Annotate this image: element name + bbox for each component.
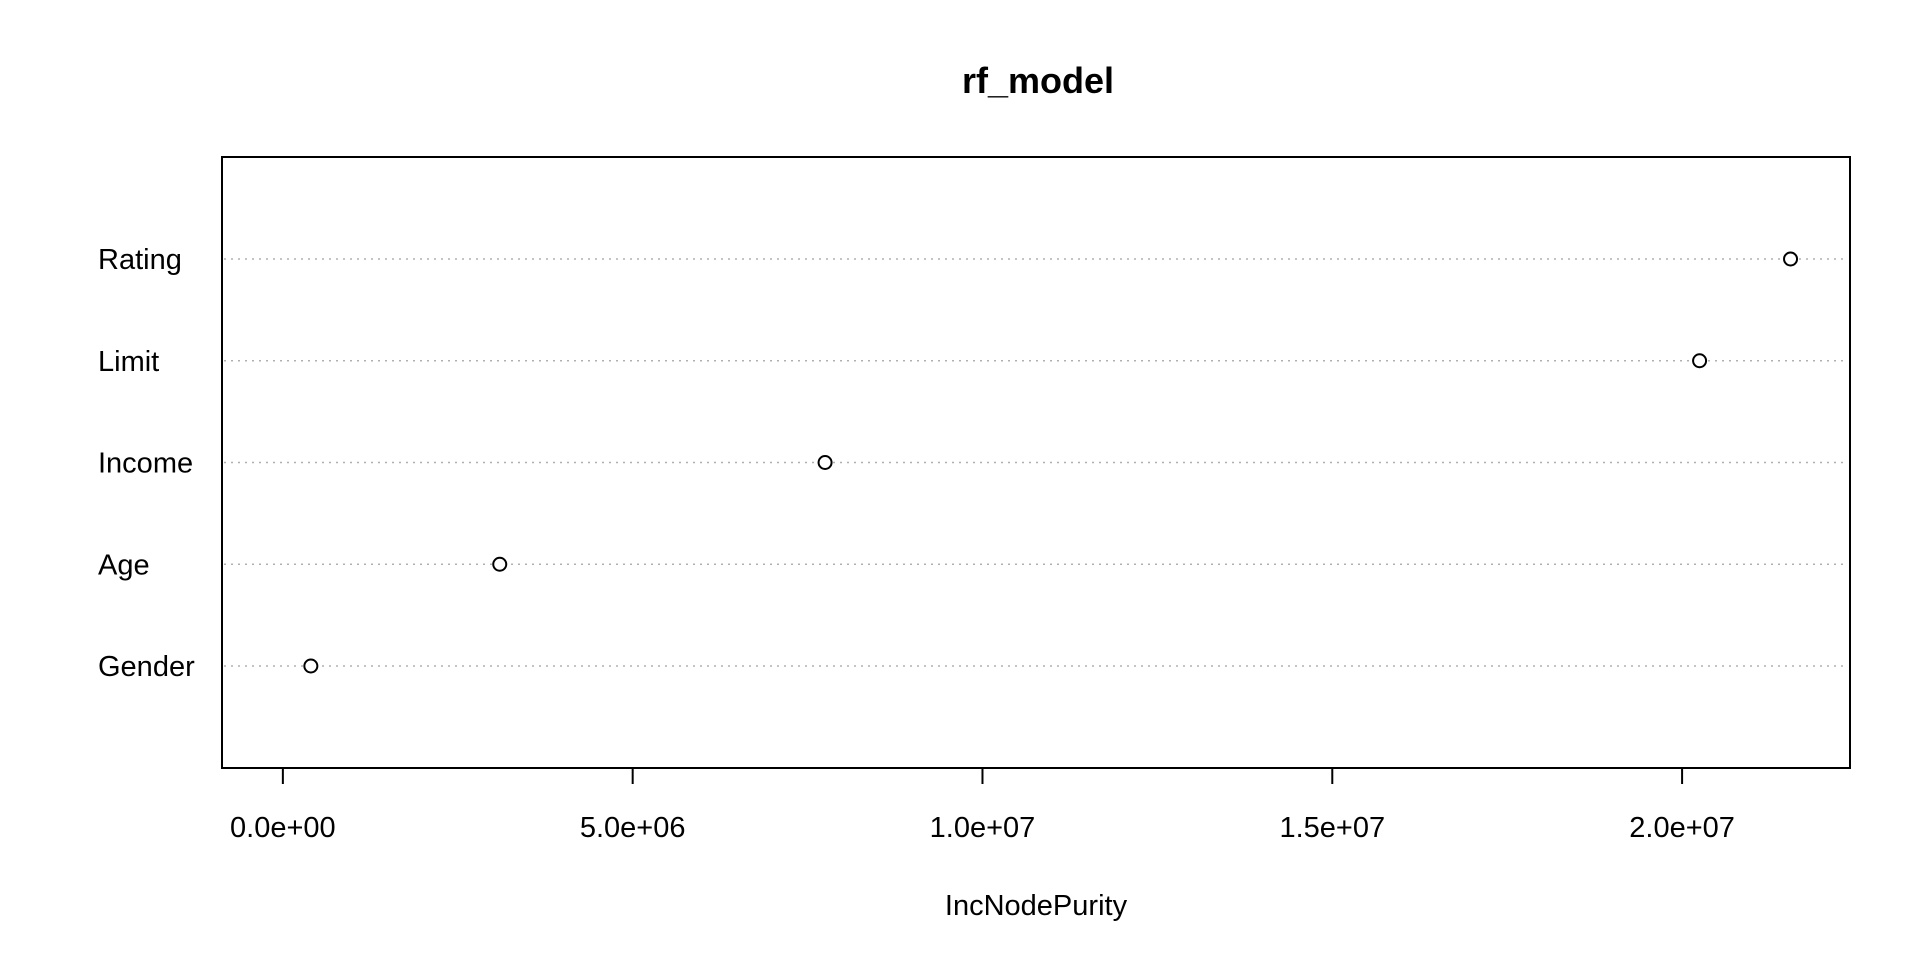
data-point-limit <box>1692 353 1708 369</box>
x-tick-label: 2.0e+07 <box>1629 812 1735 844</box>
data-point-income <box>817 455 833 470</box>
guide-lines <box>224 258 1848 667</box>
x-tick-label: 0.0e+00 <box>230 812 336 844</box>
x-tick-label: 1.5e+07 <box>1279 812 1385 844</box>
category-label-rating: Rating <box>98 244 182 276</box>
data-points <box>303 251 1799 674</box>
data-point-rating <box>1783 251 1799 267</box>
chart-title: rf_model <box>962 60 1114 101</box>
x-axis: 0.0e+00 5.0e+06 1.0e+07 1.5e+07 2.0e+07 <box>230 767 1735 844</box>
data-point-gender <box>303 658 319 674</box>
x-tick-label: 1.0e+07 <box>930 812 1036 844</box>
category-label-gender: Gender <box>98 651 195 683</box>
category-labels: Gender Age Income Limit Rating <box>98 244 195 683</box>
data-point-age <box>492 556 508 572</box>
category-label-age: Age <box>98 549 150 581</box>
x-axis-label: IncNodePurity <box>945 890 1128 922</box>
x-tick-label: 5.0e+06 <box>580 812 686 844</box>
category-label-income: Income <box>98 448 193 480</box>
category-label-limit: Limit <box>98 346 159 378</box>
